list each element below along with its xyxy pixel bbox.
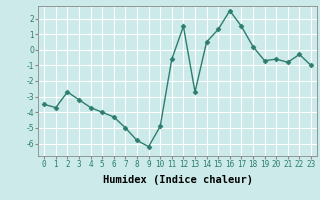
X-axis label: Humidex (Indice chaleur): Humidex (Indice chaleur)	[103, 175, 252, 185]
